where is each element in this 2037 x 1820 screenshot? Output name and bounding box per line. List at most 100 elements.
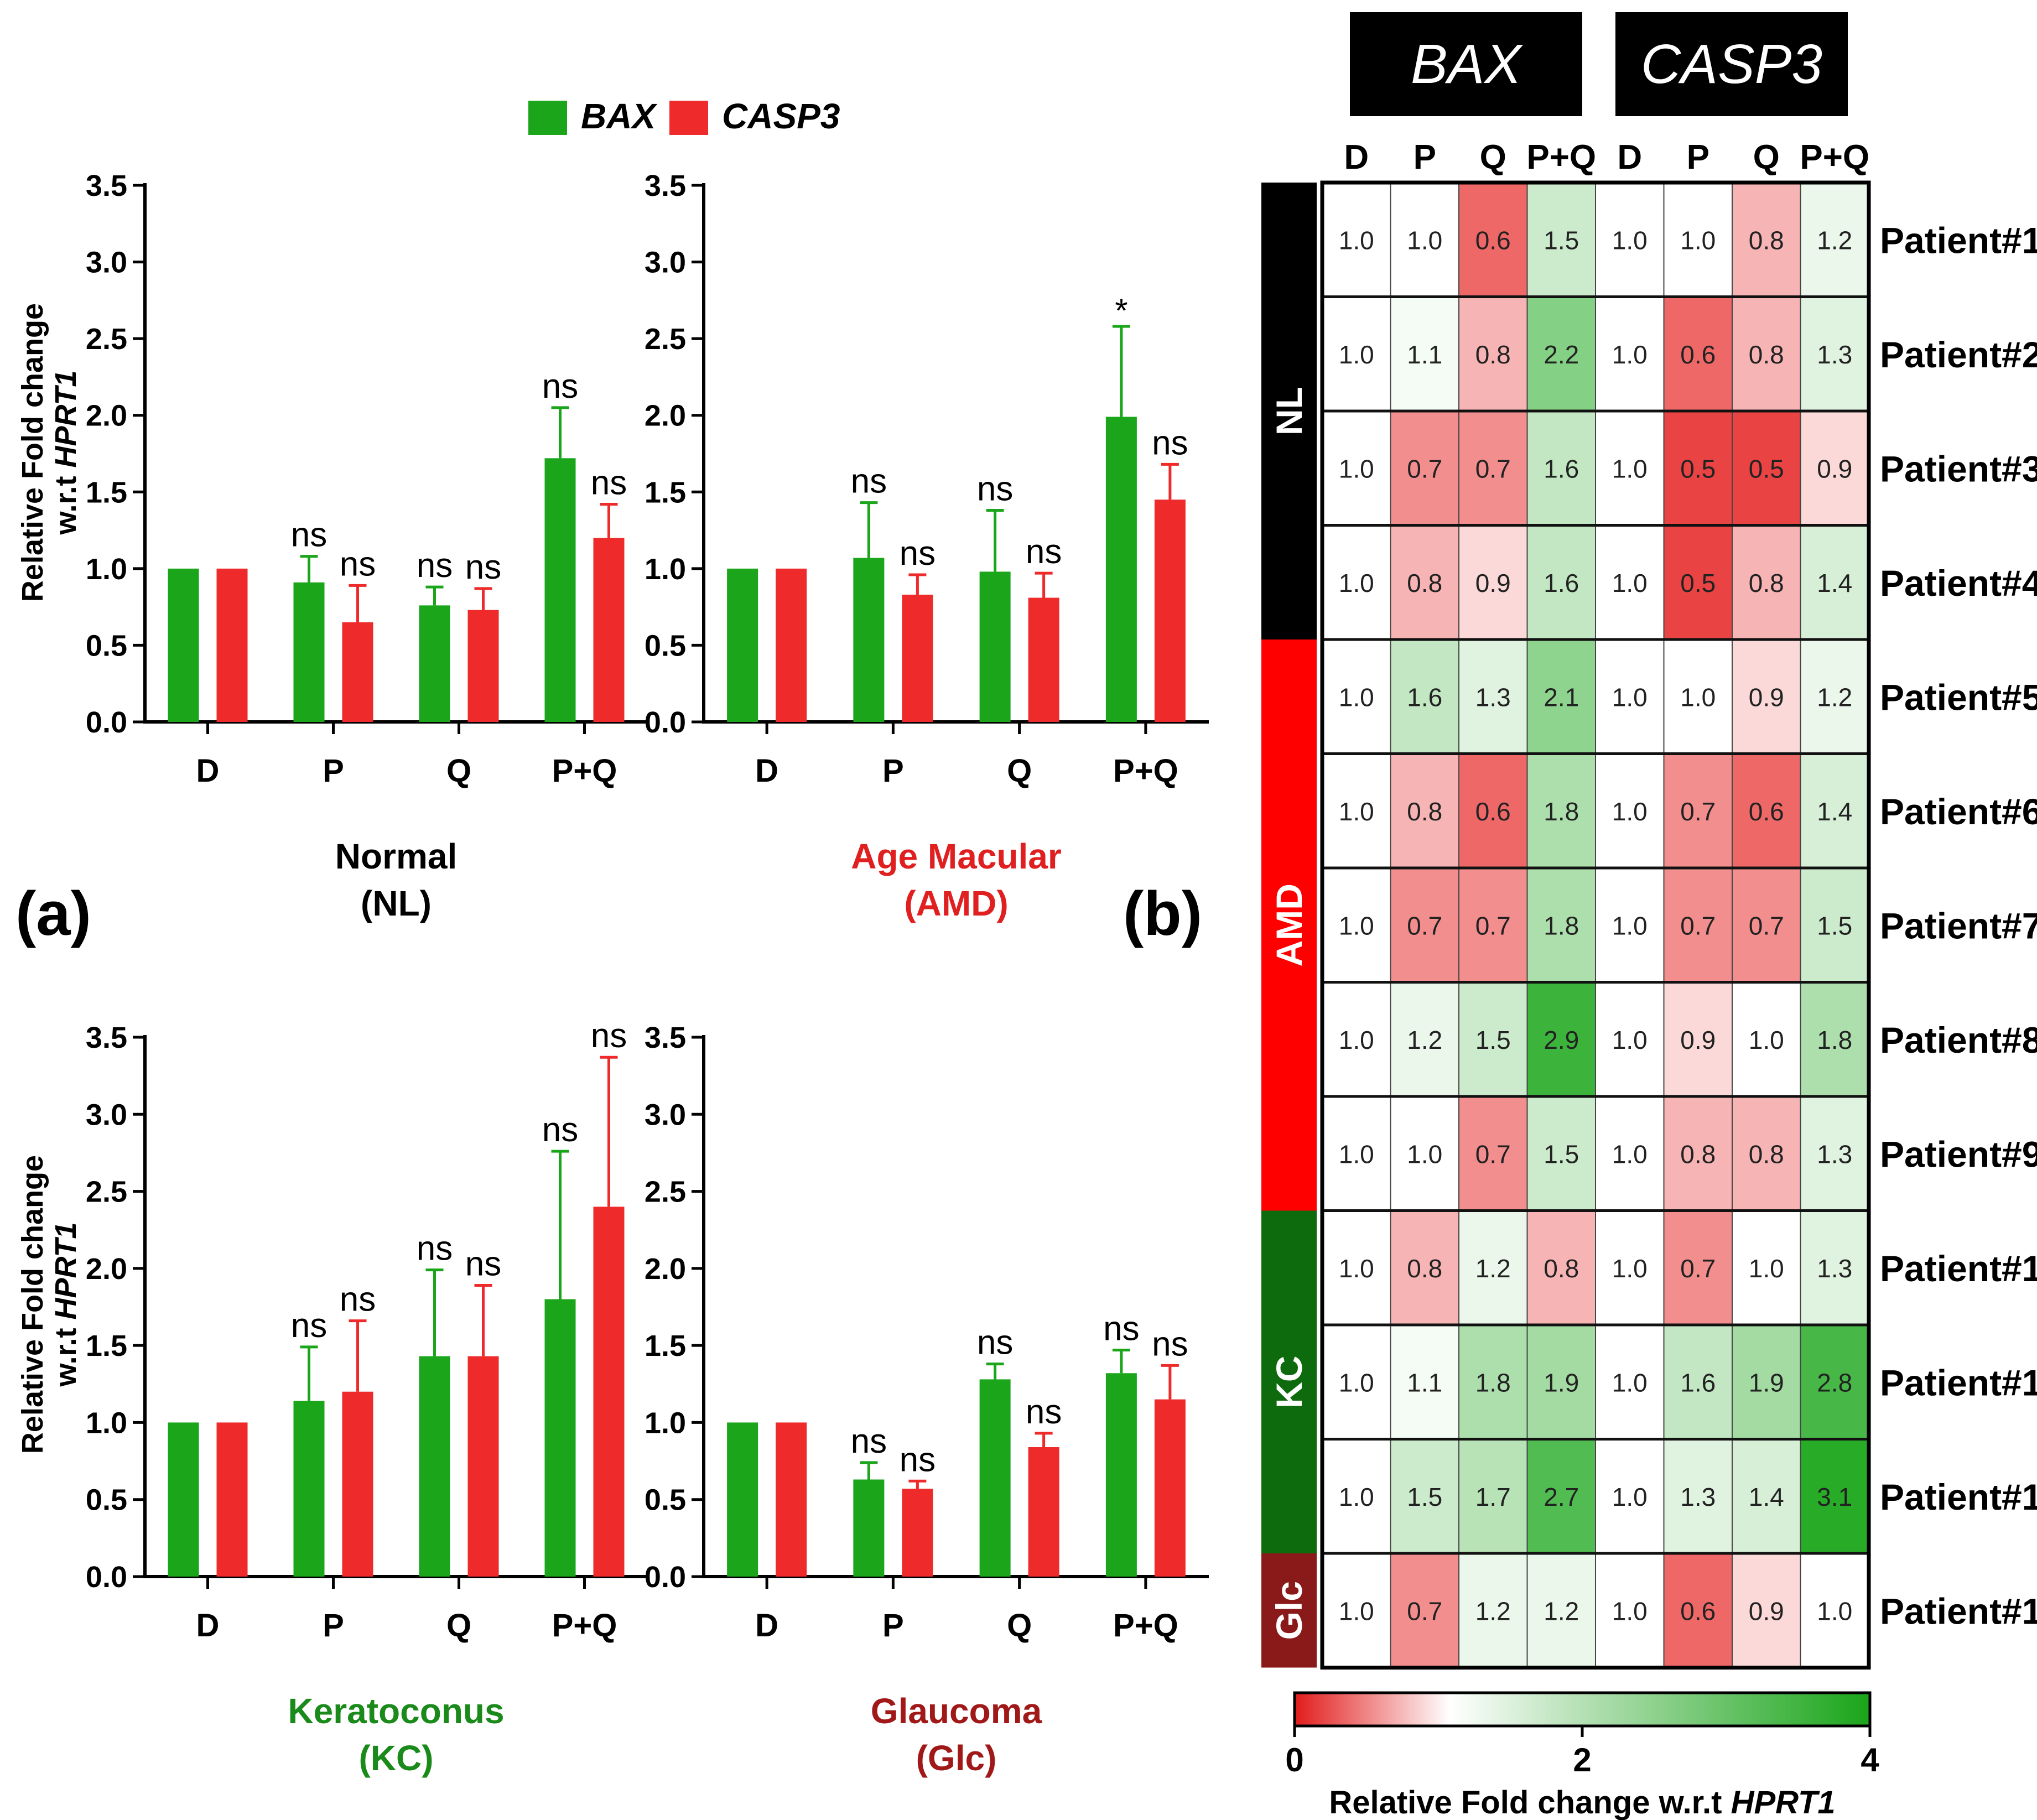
- group-label: Glc: [1269, 1581, 1310, 1640]
- heatmap-cell-value: 1.8: [1817, 1026, 1852, 1054]
- heatmap-cell-value: 0.8: [1680, 1140, 1716, 1168]
- casp3-bar: [776, 1422, 807, 1577]
- heatmap-column-label: Q: [1480, 138, 1506, 176]
- group-label: NL: [1269, 387, 1310, 435]
- heatmap-cell: [1595, 410, 1665, 526]
- colorbar-label-prefix: Relative Fold change w.r.t: [1329, 1785, 1731, 1820]
- heatmap-cell: [1390, 639, 1459, 755]
- heatmap-cell-value: 0.7: [1475, 1140, 1511, 1168]
- significance-label: ns: [1152, 424, 1188, 462]
- bax-bar: [168, 1422, 199, 1577]
- heatmap-cell-value: 0.9: [1749, 683, 1784, 711]
- heatmap-cell-value: 1.0: [1407, 1140, 1442, 1168]
- colorbar-tick-label: 0: [1285, 1741, 1303, 1779]
- heatmap-cell-value: 1.0: [1612, 1368, 1648, 1397]
- heatmap-cell-value: 1.0: [1612, 1254, 1648, 1283]
- heatmap-cell-value: 1.0: [1339, 569, 1374, 597]
- significance-label: ns: [465, 1245, 501, 1283]
- heatmap-cell-value: 0.7: [1475, 454, 1511, 483]
- y-tick-label: 3.5: [645, 1021, 686, 1054]
- y-tick-label: 3.0: [86, 1098, 127, 1131]
- heatmap-cell: [1663, 1438, 1733, 1554]
- group-label: KC: [1269, 1356, 1310, 1408]
- bax-bar: [979, 571, 1011, 722]
- significance-label: ns: [851, 462, 887, 501]
- heatmap-cell-value: 0.9: [1817, 454, 1852, 483]
- heatmap-cell: [1458, 1438, 1528, 1554]
- heatmap-column-label: D: [1344, 138, 1369, 176]
- heatmap-cell: [1663, 1324, 1733, 1440]
- heatmap-cell: [1526, 1553, 1596, 1668]
- heatmap-cell-value: 1.7: [1475, 1483, 1511, 1511]
- panel-label-b: (b): [1123, 879, 1202, 948]
- heatmap-cell: [1732, 182, 1801, 298]
- heatmap-cell: [1663, 524, 1733, 640]
- heatmap-cell-value: 1.5: [1475, 1026, 1511, 1054]
- x-tick-label: P+Q: [552, 1608, 617, 1644]
- heatmap-cell: [1663, 1553, 1733, 1668]
- chart-title-line2: (KC): [358, 1738, 433, 1778]
- heatmap-cell: [1526, 867, 1596, 983]
- heatmap-cell-value: 1.8: [1544, 797, 1579, 826]
- heatmap-cell-value: 1.0: [1612, 1140, 1648, 1168]
- heatmap-cell: [1390, 296, 1459, 412]
- bar-chart-glaucoma: 0.00.51.01.52.02.53.03.5D Pns nsQnsnsP+Qns…: [645, 1021, 1209, 1778]
- heatmap-cell: [1800, 296, 1869, 412]
- heatmap-cell: [1800, 1096, 1869, 1211]
- casp3-bar: [1154, 1399, 1186, 1577]
- heatmap-cell-value: 1.0: [1612, 683, 1648, 711]
- heatmap-cell: [1322, 639, 1391, 755]
- x-tick-label: Q: [1007, 753, 1032, 789]
- heatmap-cell-value: 1.0: [1612, 226, 1648, 254]
- gene-header-label: BAX: [1411, 33, 1523, 95]
- heatmap-cell-value: 1.0: [1339, 1597, 1374, 1625]
- heatmap-cell: [1322, 524, 1391, 640]
- heatmap-cell: [1595, 1096, 1665, 1211]
- heatmap-cell: [1458, 1210, 1528, 1325]
- heatmap-column-label: P: [1414, 138, 1436, 176]
- heatmap-cell-value: 1.6: [1680, 1368, 1716, 1397]
- heatmap-cell-value: 0.8: [1749, 1140, 1784, 1168]
- heatmap-cell-value: 0.8: [1407, 1254, 1442, 1283]
- x-tick-label: P: [323, 1608, 344, 1644]
- y-tick-label: 0.5: [645, 629, 686, 662]
- heatmap-cell: [1458, 1324, 1528, 1440]
- heatmap-cell: [1663, 639, 1733, 755]
- significance-label: ns: [591, 464, 627, 502]
- heatmap-cell-value: 1.0: [1339, 1026, 1374, 1054]
- heatmap-cell-value: 0.5: [1749, 454, 1784, 483]
- heatmap-cell-value: 0.8: [1749, 340, 1784, 369]
- bax-bar: [544, 1299, 576, 1577]
- group-bar: [1261, 1553, 1317, 1668]
- heatmap-row-label: Patient#9: [1880, 1133, 2037, 1174]
- colorbar: [1293, 1691, 1872, 1728]
- bax-bar: [727, 568, 758, 722]
- bax-bar: [293, 582, 325, 722]
- group-label: AMD: [1269, 883, 1310, 966]
- heatmap-cell-value: 1.0: [1612, 1483, 1648, 1511]
- heatmap-cell-value: 1.0: [1612, 911, 1648, 940]
- y-tick-label: 1.5: [86, 476, 127, 509]
- heatmap-cell: [1390, 182, 1459, 298]
- heatmap-cell: [1322, 981, 1391, 1097]
- heatmap-cell-value: 0.7: [1749, 911, 1784, 940]
- y-tick-label: 3.0: [86, 246, 127, 279]
- heatmap-row-label: Patient#12: [1880, 1476, 2037, 1517]
- heatmap-cell: [1390, 867, 1459, 983]
- heatmap-cell: [1663, 1096, 1733, 1211]
- heatmap-cell-value: 1.0: [1339, 1140, 1374, 1168]
- heatmap-cell-value: 1.0: [1612, 1026, 1648, 1054]
- casp3-bar: [776, 568, 807, 722]
- heatmap-cell-value: 1.8: [1475, 1368, 1511, 1397]
- heatmap-cell-value: 1.5: [1817, 911, 1852, 940]
- heatmap-column-label: Q: [1753, 138, 1780, 176]
- x-tick-label: Q: [1007, 1608, 1032, 1644]
- gene-header-box: [1350, 12, 1582, 116]
- casp3-bar: [216, 568, 248, 722]
- heatmap-row-label: Patient#11: [1880, 1362, 2037, 1403]
- heatmap-cell-value: 0.7: [1680, 1254, 1716, 1283]
- heatmap-cell: [1732, 1553, 1801, 1668]
- heatmap-cell-value: 1.3: [1817, 340, 1852, 369]
- panel-label-a: (a): [15, 879, 91, 948]
